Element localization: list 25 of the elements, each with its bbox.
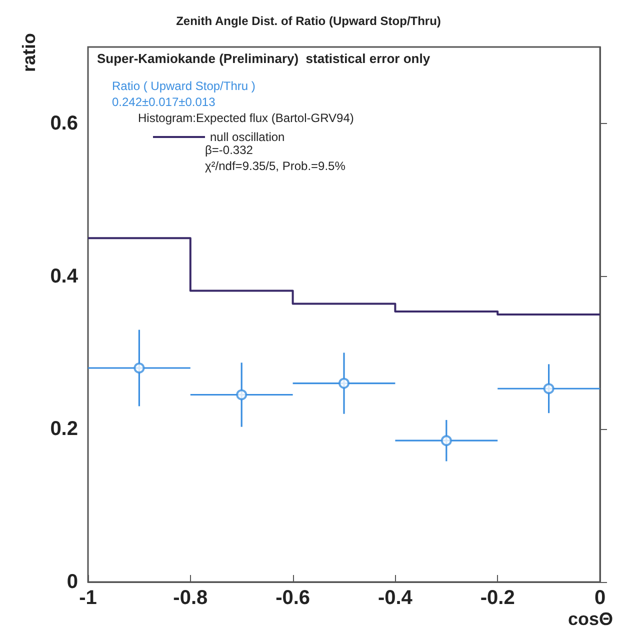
point (236, 389, 248, 400)
y-tick-label: 0 (66, 571, 78, 593)
x-tick-label: 0 (594, 587, 606, 609)
annotation: χ²/ndf=9.35/5, Prob.=9.5% (205, 159, 346, 173)
point (543, 383, 554, 394)
chart-title: Zenith Angle Dist. of Ratio (Upward Stop/Thru) (176, 14, 441, 28)
annotation: 0.242±0.017±0.013 (112, 95, 216, 109)
annotation: Super-Kamiokande (Preliminary) statistical error only (97, 51, 431, 66)
point (338, 378, 350, 389)
y-tick-label: 0.4 (50, 265, 79, 288)
x-tick-label: -0.6 (276, 587, 310, 609)
annotation: β=-0.332 (205, 143, 254, 157)
y-axis-title: ratio (19, 32, 39, 72)
x-tick-label: -0.2 (480, 587, 515, 609)
text: Ratio ( Upward Stop/Thru ) (112, 79, 256, 93)
x-tick-label: -0.4 (378, 587, 414, 609)
x-tick-label: -1 (79, 587, 97, 609)
annotation: Histogram:Expected flux (Bartol-GRV94) (138, 111, 354, 125)
y-tick-label: 0.2 (50, 418, 78, 440)
legend-label: null oscillation (210, 130, 285, 144)
point (440, 435, 452, 446)
x-tick-label: -0.8 (173, 587, 208, 609)
y-tick-label: 0.6 (50, 112, 78, 134)
x-axis-title: cosΘ (568, 609, 614, 629)
point (134, 362, 145, 374)
